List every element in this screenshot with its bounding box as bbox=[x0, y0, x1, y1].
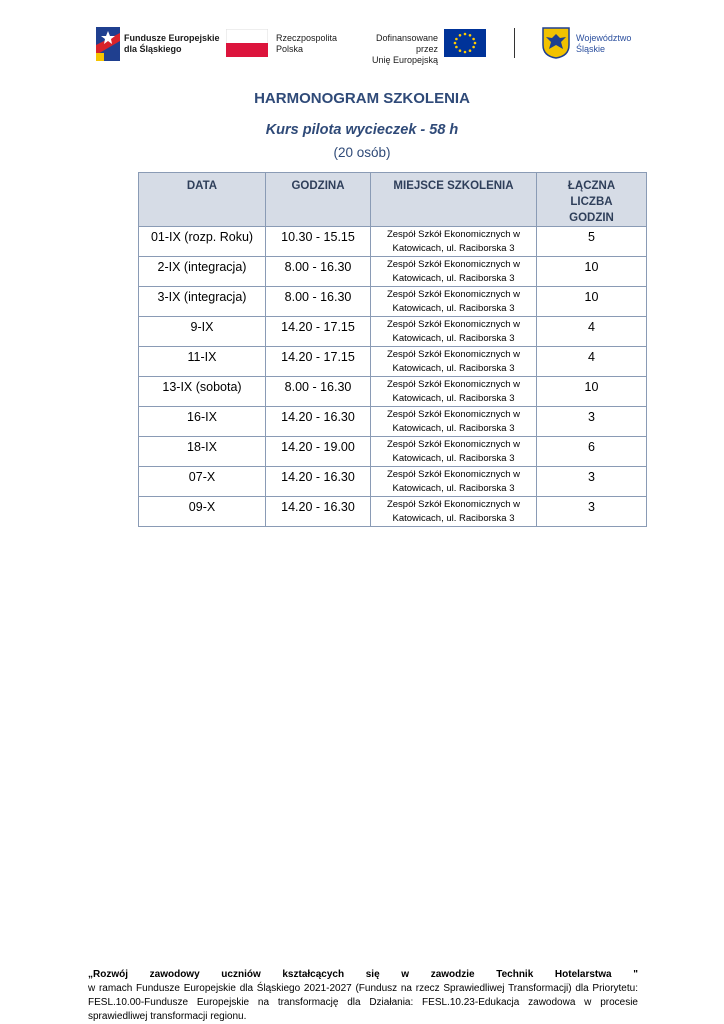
date-cell: 2-IX (integracja) bbox=[138, 256, 266, 287]
project-name: „Rozwój zawodowy uczniów kształcących si… bbox=[88, 969, 638, 980]
hours-cell: 3 bbox=[536, 496, 647, 527]
hours-cell: 3 bbox=[536, 466, 647, 497]
place-cell: Zespół Szkół Ekonomicznych w Katowicach,… bbox=[370, 406, 537, 437]
place-cell: Zespół Szkół Ekonomicznych w Katowicach,… bbox=[370, 286, 537, 317]
time-cell: 14.20 - 16.30 bbox=[265, 406, 371, 437]
table-row: 3-IX (integracja) 8.00 - 16.30 Zespół Szkó… bbox=[138, 286, 647, 317]
place-cell: Zespół Szkół Ekonomicznych w Katowicach,… bbox=[370, 466, 537, 497]
table-row: 01-IX (rozp. Roku) 10.30 - 15.15 Zespół Sz… bbox=[138, 226, 647, 257]
date-cell: 9-IX bbox=[138, 316, 266, 347]
logo-text: dla Śląskiego bbox=[124, 44, 182, 54]
date-cell: 18-IX bbox=[138, 436, 266, 467]
time-cell: 14.20 - 16.30 bbox=[265, 466, 371, 497]
column-header: ŁĄCZNA LICZBA GODZIN bbox=[536, 172, 647, 227]
footer: „Rozwój zawodowy uczniów kształcących si… bbox=[88, 968, 638, 1024]
logo-fe-icon bbox=[96, 27, 120, 61]
footer-text: w ramach Fundusze Europejskie dla Śląski… bbox=[88, 983, 638, 1022]
place-cell: Zespół Szkół Ekonomicznych w Katowicach,… bbox=[370, 346, 537, 377]
date-cell: 13-IX (sobota) bbox=[138, 376, 266, 407]
logo-text: Rzeczpospolita bbox=[276, 33, 338, 43]
hours-cell: 10 bbox=[536, 286, 647, 317]
logo-eu-flag bbox=[444, 29, 486, 57]
date-cell: 07-X bbox=[138, 466, 266, 497]
logo-fe-text: Fundusze Europejskie dla Śląskiego bbox=[124, 33, 220, 55]
logo-rp-text: Rzeczpospolita Polska bbox=[276, 33, 337, 55]
place-cell: Zespół Szkół Ekonomicznych w Katowicach,… bbox=[370, 436, 537, 467]
table-row: 9-IX 14.20 - 17.15 Zespół Szkół Ekonomiczn… bbox=[138, 316, 647, 347]
schedule-table: DATA GODZINA MIEJSCE SZKOLENIA ŁĄCZNA LI… bbox=[138, 172, 647, 527]
table-row: 11-IX 14.20 - 17.15 Zespół Szkół Ekonomicz… bbox=[138, 346, 647, 377]
time-cell: 10.30 - 15.15 bbox=[265, 226, 371, 257]
time-cell: 14.20 - 19.00 bbox=[265, 436, 371, 467]
place-cell: Zespół Szkół Ekonomicznych w Katowicach,… bbox=[370, 226, 537, 257]
table-row: 07-X 14.20 - 16.30 Zespół Szkół Ekonomiczn… bbox=[138, 466, 647, 497]
column-header: MIEJSCE SZKOLENIA bbox=[370, 172, 537, 227]
hours-cell: 5 bbox=[536, 226, 647, 257]
hours-cell: 6 bbox=[536, 436, 647, 467]
table-row: 09-X 14.20 - 16.30 Zespół Szkół Ekonomiczn… bbox=[138, 496, 647, 527]
logo-text: Województwo bbox=[576, 33, 632, 43]
hours-cell: 10 bbox=[536, 256, 647, 287]
date-cell: 3-IX (integracja) bbox=[138, 286, 266, 317]
place-cell: Zespół Szkół Ekonomicznych w Katowicach,… bbox=[370, 376, 537, 407]
logo-text: Unię Europejską bbox=[371, 55, 438, 65]
logo-text: Śląskie bbox=[576, 44, 606, 54]
logo-bar: Fundusze Europejskie dla Śląskiego Rzecz… bbox=[0, 0, 724, 80]
column-header: GODZINA bbox=[265, 172, 371, 227]
logo-text: Fundusze Europejskie bbox=[124, 33, 220, 43]
table-row: 2-IX (integracja) 8.00 - 16.30 Zespół Szkó… bbox=[138, 256, 647, 287]
date-cell: 09-X bbox=[138, 496, 266, 527]
time-cell: 8.00 - 16.30 bbox=[265, 286, 371, 317]
place-cell: Zespół Szkół Ekonomicznych w Katowicach,… bbox=[370, 316, 537, 347]
date-cell: 11-IX bbox=[138, 346, 266, 377]
time-cell: 8.00 - 16.30 bbox=[265, 376, 371, 407]
column-header: DATA bbox=[138, 172, 266, 227]
header-row: DATA GODZINA MIEJSCE SZKOLENIA ŁĄCZNA LI… bbox=[138, 172, 647, 227]
logo-text: Dofinansowane przez bbox=[375, 33, 438, 54]
logo-divider bbox=[514, 28, 515, 58]
place-cell: Zespół Szkół Ekonomicznych w Katowicach,… bbox=[370, 496, 537, 527]
logo-eu-text: Dofinansowane przez Unię Europejską bbox=[352, 33, 438, 66]
date-cell: 16-IX bbox=[138, 406, 266, 437]
time-cell: 8.00 - 16.30 bbox=[265, 256, 371, 287]
subtitle: Kurs pilota wycieczek - 58 h bbox=[265, 122, 459, 138]
hours-cell: 10 bbox=[536, 376, 647, 407]
time-cell: 14.20 - 16.30 bbox=[265, 496, 371, 527]
hours-cell: 3 bbox=[536, 406, 647, 437]
logo-text: Polska bbox=[276, 44, 304, 54]
logo-slaskie-text: Województwo Śląskie bbox=[576, 33, 631, 55]
date-cell: 01-IX (rozp. Roku) bbox=[138, 226, 266, 257]
table-row: 13-IX (sobota) 8.00 - 16.30 Zespół Szkół E… bbox=[138, 376, 647, 407]
participants-note: (20 osób) bbox=[333, 145, 391, 160]
time-cell: 14.20 - 17.15 bbox=[265, 316, 371, 347]
time-cell: 14.20 - 17.15 bbox=[265, 346, 371, 377]
table-row: 18-IX 14.20 - 19.00 Zespół Szkół Ekonomicz… bbox=[138, 436, 647, 467]
hours-cell: 4 bbox=[536, 346, 647, 377]
logo-slaskie-shield bbox=[542, 27, 570, 59]
title: HARMONOGRAM SZKOLENIA bbox=[254, 90, 470, 107]
hours-cell: 4 bbox=[536, 316, 647, 347]
logo-pl-flag bbox=[226, 29, 268, 57]
table-row: 16-IX 14.20 - 16.30 Zespół Szkół Ekonomicz… bbox=[138, 406, 647, 437]
place-cell: Zespół Szkół Ekonomicznych w Katowicach,… bbox=[370, 256, 537, 287]
